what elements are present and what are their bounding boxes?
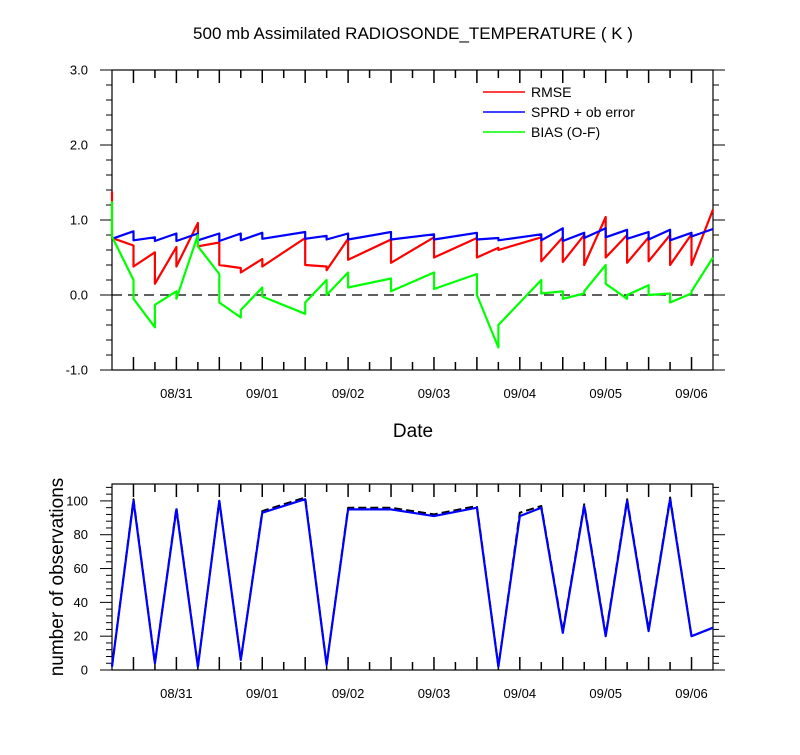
top-x-tick-label: 08/31 <box>160 386 193 401</box>
top-axis-ticks <box>100 69 725 371</box>
top-x-tick-label: 09/06 <box>675 386 708 401</box>
top-series-rmse <box>110 191 715 285</box>
legend-label-rmse: RMSE <box>531 84 571 100</box>
bottom-y-tick-label: 80 <box>74 527 88 542</box>
top-x-tick-label: 09/02 <box>332 386 365 401</box>
bottom-x-tick-label: 09/01 <box>246 686 279 701</box>
legend-label-sprd: SPRD + ob error <box>531 104 635 120</box>
top-y-tick-label: 1.0 <box>70 213 88 228</box>
top-y-tick-label: 0.0 <box>70 288 88 303</box>
bottom-x-tick-label: 09/05 <box>589 686 622 701</box>
top-x-tick-label: 09/04 <box>504 386 537 401</box>
bottom-x-tick-label: 09/06 <box>675 686 708 701</box>
bottom-x-tick-label: 09/03 <box>418 686 451 701</box>
top-series-group <box>110 191 715 349</box>
top-x-tick-label: 09/01 <box>246 386 279 401</box>
bottom-y-axis-label: number of observations <box>47 478 68 677</box>
top-y-tick-label: -1.0 <box>66 363 88 378</box>
top-tick-labels: 08/31 09/01 09/02 09/03 09/04 09/05 09/06 -1.0 0… <box>66 63 708 402</box>
bottom-y-tick-label: 0 <box>81 663 88 678</box>
bottom-series-assimilated <box>110 498 714 668</box>
top-series-bias-o-f <box>110 201 714 349</box>
top-y-tick-label: 2.0 <box>70 138 88 153</box>
bottom-y-tick-label: 60 <box>74 561 88 576</box>
bottom-x-tick-label: 09/02 <box>332 686 365 701</box>
bottom-tick-labels: 08/31 09/01 09/02 09/03 09/04 09/05 09/06 0 20 40… <box>66 493 708 701</box>
top-x-tick-label: 09/03 <box>418 386 451 401</box>
bottom-x-tick-label: 08/31 <box>160 686 193 701</box>
bottom-y-tick-label: 100 <box>66 493 88 508</box>
top-x-axis-label: Date <box>393 421 433 442</box>
bottom-x-tick-label: 09/04 <box>504 686 537 701</box>
bottom-y-tick-label: 40 <box>74 595 88 610</box>
bottom-axis-ticks <box>100 484 725 671</box>
top-y-tick-label: 3.0 <box>70 63 88 78</box>
top-chart-title: 500 mb Assimilated RADIOSONDE_TEMPERATUR… <box>193 24 633 43</box>
legend-label-bias: BIAS (O-F) <box>531 124 600 140</box>
bottom-series-group <box>110 496 714 668</box>
legend: RMSE SPRD + ob error BIAS (O-F) <box>483 84 635 140</box>
top-x-tick-label: 09/05 <box>589 386 622 401</box>
bottom-y-tick-label: 20 <box>74 629 88 644</box>
